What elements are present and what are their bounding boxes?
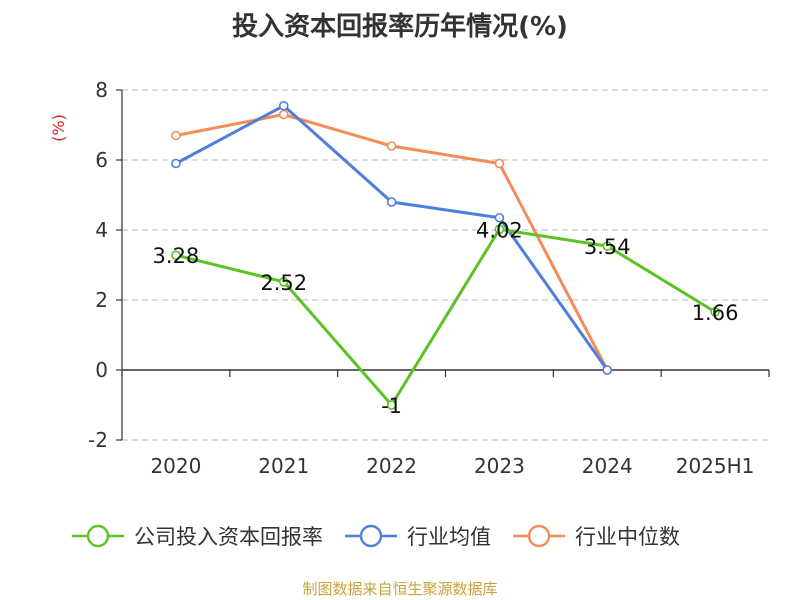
data-point — [278, 109, 289, 120]
data-labels: 3.28 2.52 -1 4.02 3.54 1.66 — [153, 218, 739, 418]
legend-label: 行业均值 — [407, 525, 491, 549]
data-point — [494, 212, 505, 223]
data-point — [386, 141, 397, 151]
data-label: 2.52 — [260, 271, 307, 295]
series-line — [175, 227, 716, 407]
y-tick-label: 0 — [95, 358, 108, 382]
source-note: 制图数据来自恒生聚源数据库 — [302, 580, 498, 598]
legend-marker — [359, 524, 383, 548]
data-point — [602, 365, 613, 375]
y-tick-label: -2 — [88, 428, 108, 452]
y-tick-label: 2 — [95, 288, 108, 312]
x-tick-label: 2024 — [582, 454, 633, 478]
data-point — [710, 307, 720, 317]
data-point — [386, 197, 397, 207]
y-tick-label: 8 — [95, 78, 108, 102]
data-point — [386, 400, 397, 410]
series-layer — [171, 100, 720, 410]
legend-marker — [86, 524, 110, 548]
data-point — [171, 250, 181, 260]
data-point — [171, 130, 181, 141]
data-label: 4.02 — [476, 218, 523, 242]
data-point — [602, 241, 613, 251]
data-point — [494, 158, 505, 169]
series-line — [175, 113, 609, 371]
legend: 公司投入资本回报率 行业均值 行业中位数 — [72, 524, 680, 549]
legend-marker — [527, 524, 551, 548]
data-label: 3.28 — [153, 244, 200, 268]
data-point — [171, 158, 181, 169]
y-ticks: -2 0 2 4 6 8 — [88, 78, 122, 452]
data-label: 1.66 — [692, 301, 739, 325]
x-tick-label: 2025H1 — [676, 454, 755, 478]
chart-title: 投入资本回报率历年情况(%) — [232, 12, 568, 42]
x-ticks: 2020 2021 2022 2023 2024 2025H1 — [121, 370, 770, 478]
legend-label: 行业中位数 — [575, 525, 680, 549]
y-tick-label: 4 — [95, 218, 108, 242]
grid-lines — [122, 89, 769, 441]
y-tick-label: 6 — [95, 148, 108, 172]
y-axis-label: (%) — [49, 114, 68, 142]
data-label: 3.54 — [584, 235, 631, 259]
x-tick-label: 2021 — [258, 454, 309, 478]
data-point — [494, 224, 505, 235]
x-tick-label: 2023 — [474, 454, 525, 478]
data-point — [278, 100, 289, 111]
x-tick-label: 2022 — [366, 454, 417, 478]
data-label: -1 — [381, 394, 402, 418]
data-point — [278, 276, 289, 287]
x-tick-label: 2020 — [150, 454, 201, 478]
legend-label: 公司投入资本回报率 — [134, 525, 323, 549]
